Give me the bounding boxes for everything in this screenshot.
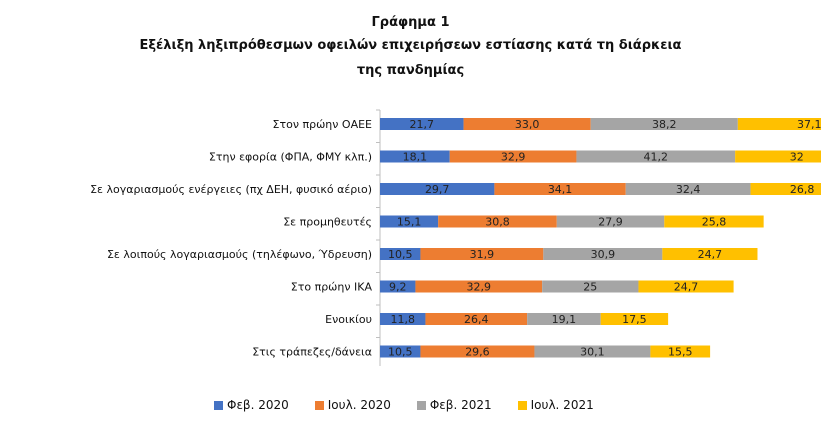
bar-segment	[735, 150, 821, 163]
chart-title-line-2: Εξέλιξη ληξιπρόθεσμων οφειλών επιχειρήσε…	[139, 38, 682, 53]
legend-swatch	[214, 400, 223, 410]
bar-segment	[600, 313, 669, 325]
bar-segment	[425, 313, 528, 325]
data-label: 26,4	[464, 313, 489, 326]
bar-segment	[737, 118, 821, 130]
legend-item: Ιουλ. 2020	[314, 398, 391, 412]
data-label: 21,7	[410, 118, 435, 131]
category-label: Στις τράπεζες/δάνεια	[252, 346, 372, 359]
data-label: 26,8	[790, 183, 815, 196]
bar-segment	[380, 215, 439, 228]
data-label: 32,9	[501, 151, 526, 164]
data-label: 10,5	[388, 346, 413, 359]
chart-title-line-1: Γράφημα 1	[371, 15, 450, 30]
category-label: Σε προμηθευτές	[283, 216, 372, 229]
legend-item: Ιουλ. 2021	[517, 398, 594, 412]
bar-segment	[556, 215, 665, 228]
bar-segment	[750, 183, 821, 195]
data-label: 25,8	[702, 216, 727, 229]
data-label: 19,1	[552, 313, 577, 326]
legend-swatch	[517, 400, 527, 410]
bar-segment	[415, 280, 543, 293]
legend-swatch	[314, 400, 324, 410]
legend-label: Φεβ. 2021	[429, 398, 492, 412]
bar-segment	[449, 150, 577, 163]
data-label: 29,7	[425, 183, 450, 196]
data-label: 29,6	[465, 346, 490, 359]
category-label: Στην εφορία (ΦΠΑ, ΦΜΥ κλπ.)	[209, 151, 372, 164]
bar-segment	[380, 183, 495, 195]
data-label: 11,8	[390, 313, 415, 326]
bar-segment	[662, 248, 758, 260]
data-label: 15,1	[397, 216, 422, 229]
data-label: 9,2	[389, 281, 407, 294]
bar-segment	[638, 280, 734, 293]
bar-segment	[527, 313, 601, 325]
bar-segment	[380, 280, 416, 293]
chart-title-line-3: της πανδημίας	[356, 63, 465, 78]
data-label: 31,9	[470, 248, 495, 261]
data-label: 15,5	[668, 346, 693, 359]
category-label: Ενοικίου	[325, 313, 372, 326]
legend-item: Φεβ. 2021	[416, 398, 492, 412]
data-label: 34,1	[548, 183, 573, 196]
category-label: Στο πρώην ΙΚΑ	[291, 281, 373, 294]
category-label: Σε λογαριασμούς ενέργειες (πχ ΔΕΗ, φυσικ…	[90, 183, 372, 196]
bar-segment	[590, 118, 738, 130]
data-label: 37,1	[797, 118, 821, 131]
data-label: 41,2	[644, 151, 669, 164]
data-label: 30,9	[591, 248, 616, 261]
bar-segment	[494, 183, 626, 195]
bar-segment	[380, 248, 421, 260]
data-label: 32,4	[676, 183, 701, 196]
bar-segment	[576, 150, 736, 163]
category-label: Σε λοιπούς λογαριασμούς (τηλέφωνο, Ύδρευ…	[107, 248, 372, 261]
bar-segment	[380, 150, 450, 163]
category-label: Στον πρώην ΟΑΕΕ	[273, 118, 373, 131]
data-label: 17,5	[622, 313, 647, 326]
bar-segment	[438, 215, 557, 228]
bar-segment	[463, 118, 591, 130]
data-label: 38,2	[652, 118, 677, 131]
bar-segment	[542, 280, 639, 293]
data-label: 30,1	[580, 346, 605, 359]
bar-segment	[380, 118, 464, 130]
legend-label: Ιουλ. 2021	[530, 398, 594, 412]
data-label: 30,8	[485, 216, 510, 229]
legend-label: Φεβ. 2020	[227, 398, 289, 412]
legend-swatch	[416, 400, 426, 410]
data-label: 24,7	[674, 281, 699, 294]
bar-segment	[664, 215, 764, 228]
data-label: 33,0	[515, 118, 540, 131]
legend-label: Ιουλ. 2020	[327, 398, 391, 412]
data-label: 24,7	[698, 248, 723, 261]
data-label: 32	[790, 151, 804, 164]
data-label: 32,9	[467, 281, 492, 294]
bar-segment	[380, 313, 426, 325]
bar-segment	[420, 345, 535, 358]
bar-segment	[380, 345, 421, 358]
data-label: 25	[583, 281, 597, 294]
bar-segment	[650, 345, 711, 358]
bar-segment	[420, 248, 544, 260]
chart-legend: Φεβ. 2020 Ιουλ. 2020 Φεβ. 2021 Ιουλ. 2021	[214, 398, 594, 412]
data-label: 18,1	[403, 151, 428, 164]
bar-segment	[625, 183, 751, 195]
bar-segment	[534, 345, 651, 358]
bar-segment	[543, 248, 663, 260]
data-label: 27,9	[598, 216, 623, 229]
legend-item: Φεβ. 2020	[214, 398, 289, 412]
data-label: 10,5	[388, 248, 413, 261]
